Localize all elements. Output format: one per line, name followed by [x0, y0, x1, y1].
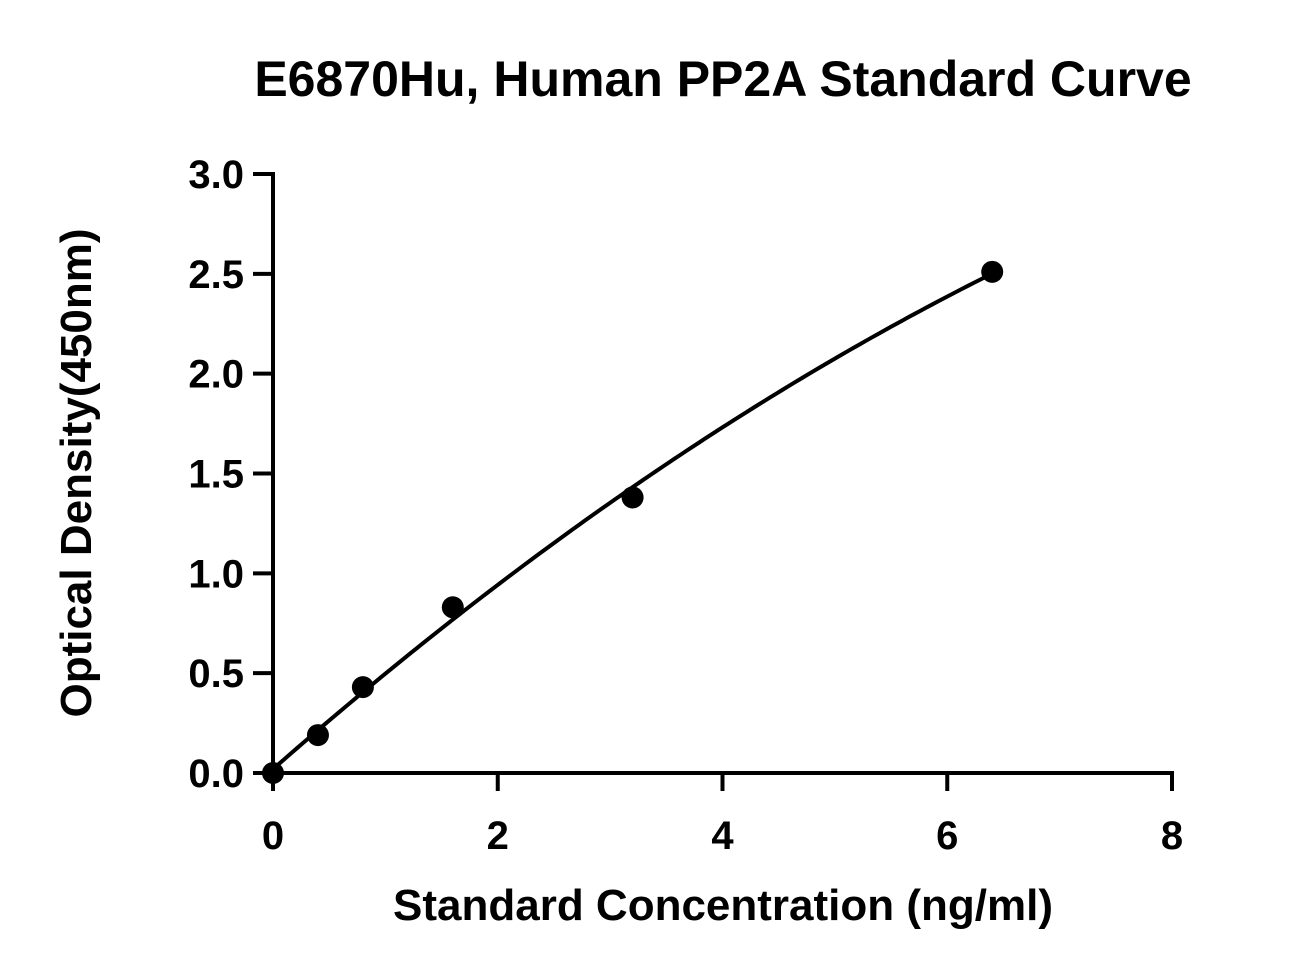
data-point	[306, 724, 329, 747]
x-tick-label: 0	[262, 814, 284, 858]
axes: 0 2 4 6 8 0.0 0.5 1.0 1.5 2.0 2.5 3.0	[188, 153, 1183, 858]
y-tick-label: 3.0	[188, 153, 244, 197]
y-tick-label: 0.0	[188, 752, 244, 796]
x-axis-label: Standard Concentration (ng/ml)	[393, 881, 1053, 930]
data-point	[262, 762, 284, 784]
data-point	[441, 596, 464, 619]
data-point	[621, 486, 644, 509]
y-tick-label: 0.5	[188, 652, 244, 696]
y-tick-label: 2.0	[188, 353, 244, 397]
chart-title: E6870Hu, Human PP2A Standard Curve	[254, 51, 1191, 107]
y-tick-label: 1.0	[188, 552, 244, 596]
data-point	[981, 260, 1004, 283]
x-tick-label: 8	[1161, 814, 1183, 858]
x-tick-label: 6	[936, 814, 958, 858]
y-tick-label: 2.5	[188, 253, 244, 297]
y-axis-label: Optical Density(450nm)	[52, 228, 101, 717]
y-tick-label: 1.5	[188, 453, 244, 497]
fit-curve-layer	[271, 271, 994, 771]
x-tick-label: 2	[487, 814, 509, 858]
data-point	[351, 676, 374, 699]
data-points	[262, 260, 1004, 784]
fit-curve	[271, 271, 994, 771]
x-tick-label: 4	[711, 814, 734, 858]
